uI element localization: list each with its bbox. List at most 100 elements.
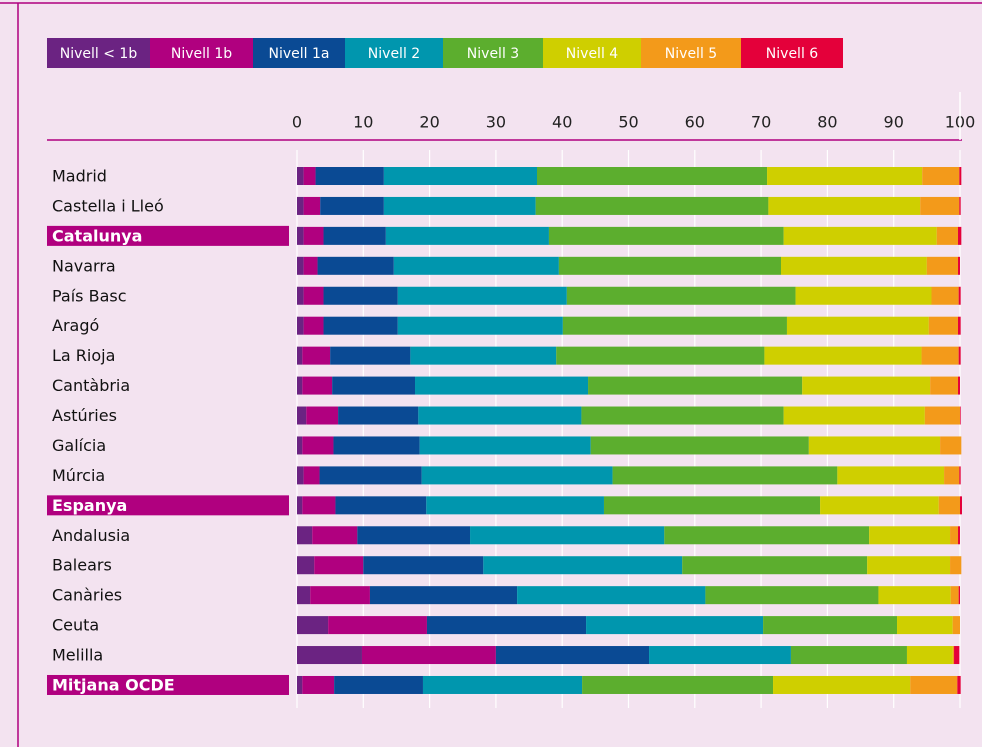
bar-segment — [582, 675, 774, 694]
bar-segment — [303, 196, 321, 215]
legend-label: Nivell < 1b — [60, 46, 138, 62]
bar-segment — [705, 586, 879, 605]
bar-segment — [426, 616, 587, 635]
legend-label: Nivell 3 — [467, 46, 519, 62]
category-label: Canàries — [52, 586, 122, 605]
legend-swatch — [47, 38, 150, 68]
bar-segment — [960, 496, 962, 515]
bar-segment — [928, 316, 959, 335]
highlight-band — [47, 495, 289, 516]
bar-segment — [906, 646, 953, 665]
legend-swatch — [443, 38, 543, 68]
bar-segment — [297, 196, 304, 215]
bar-segment — [773, 675, 911, 694]
bar-segment — [763, 616, 898, 635]
category-label: Múrcia — [52, 466, 105, 485]
bar-segment — [958, 376, 960, 395]
category-label: La Rioja — [52, 346, 115, 365]
bar-segment — [537, 167, 768, 185]
bar-segment — [297, 526, 313, 545]
category-label: Cantàbria — [52, 376, 130, 395]
bar-segment — [664, 526, 870, 545]
bar-segment — [922, 167, 960, 185]
bar-segment — [328, 616, 427, 635]
bar-segment — [303, 316, 324, 335]
bar-segment — [334, 675, 423, 694]
x-tick-label: 20 — [419, 113, 439, 132]
legend-label: Nivell 1b — [171, 46, 232, 62]
bar-segment — [297, 646, 362, 665]
category-label: Ceuta — [52, 616, 99, 635]
bar-segment — [422, 675, 583, 694]
bar-segment — [958, 346, 961, 365]
bar-segment — [958, 226, 962, 245]
bar-segment — [363, 556, 484, 575]
bar-segment — [952, 646, 955, 665]
bar-segment — [302, 346, 331, 365]
bar-segment — [393, 256, 559, 275]
bar-segment — [302, 376, 333, 395]
bar-segment — [483, 556, 683, 575]
bar-segment — [419, 436, 591, 455]
legend-label: Nivell 1a — [269, 46, 330, 62]
bar-segment — [588, 376, 803, 395]
bar-segment — [297, 466, 304, 485]
category-label: Castella i Lleó — [52, 196, 164, 215]
bar-segment — [297, 167, 304, 185]
bar-segment — [959, 466, 961, 485]
bar-segment — [319, 466, 422, 485]
bar-segment — [297, 376, 303, 395]
bar-segment — [783, 226, 937, 245]
category-label: Astúries — [52, 406, 117, 425]
bar-segment — [385, 226, 549, 245]
bar-segment — [410, 346, 557, 365]
bar-segment — [302, 675, 335, 694]
bar-segment — [958, 316, 961, 335]
bar-segment — [944, 466, 960, 485]
highlight-band — [47, 225, 289, 246]
bar-segment — [780, 256, 927, 275]
bar-segment — [297, 436, 303, 455]
bar-segment — [556, 346, 765, 365]
bar-segment — [320, 196, 384, 215]
bar-segment — [954, 646, 960, 665]
bar-segment — [297, 316, 304, 335]
bar-segment — [315, 167, 384, 185]
bar-segment — [323, 316, 398, 335]
bar-segment — [959, 167, 962, 185]
bar-segment — [297, 346, 303, 365]
bar-segment — [878, 586, 951, 605]
x-tick-label: 70 — [751, 113, 771, 132]
x-tick-label: 90 — [884, 113, 904, 132]
legend-label: Nivell 5 — [665, 46, 717, 62]
bar-segment — [303, 466, 320, 485]
bar-segment — [926, 256, 959, 275]
bar-segment — [764, 346, 922, 365]
bar-segment — [897, 616, 953, 635]
bar-segment — [936, 226, 959, 245]
bar-segment — [323, 226, 386, 245]
legend-swatch — [150, 38, 253, 68]
bar-segment — [421, 466, 613, 485]
bar-segment — [952, 616, 960, 635]
bar-segment — [338, 406, 419, 425]
bar-segment — [302, 436, 334, 455]
bar-segment — [303, 286, 324, 305]
bar-segment — [786, 316, 929, 335]
bar-segment — [562, 316, 787, 335]
bar-segment — [869, 526, 951, 545]
bar-segment — [682, 556, 868, 575]
legend-label: Nivell 6 — [766, 46, 818, 62]
x-tick-label: 30 — [486, 113, 506, 132]
x-tick-label: 80 — [817, 113, 837, 132]
legend-swatch — [543, 38, 641, 68]
bar-segment — [415, 376, 589, 395]
bar-segment — [418, 406, 582, 425]
bar-segment — [317, 256, 394, 275]
bar-segment — [612, 466, 838, 485]
bar-segment — [335, 496, 427, 515]
category-label: Balears — [52, 556, 112, 575]
bar-segment — [921, 346, 959, 365]
x-tick-label: 10 — [353, 113, 373, 132]
bar-segment — [590, 436, 809, 455]
